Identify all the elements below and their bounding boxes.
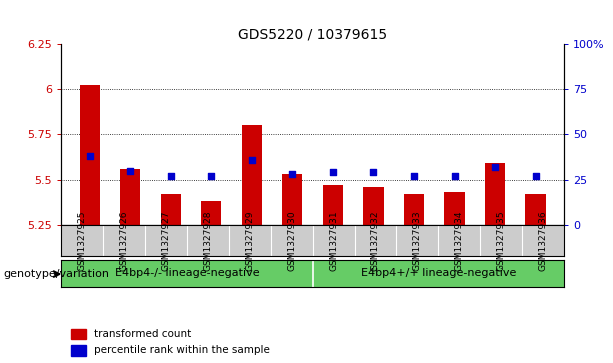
Bar [323,185,343,225]
Bar [71,329,86,339]
Point [328,170,338,175]
Text: percentile rank within the sample: percentile rank within the sample [94,345,270,355]
Point [247,157,257,163]
Bar [80,85,100,225]
Text: GSM1327929: GSM1327929 [245,210,254,271]
Point [490,164,500,170]
Bar [71,345,86,356]
Point [207,173,216,179]
Title: GDS5220 / 10379615: GDS5220 / 10379615 [238,27,387,41]
Bar [364,187,384,225]
Bar [485,163,505,225]
Point [409,173,419,179]
Text: GSM1327927: GSM1327927 [161,210,170,271]
Bar [404,194,424,225]
Bar [525,194,546,225]
Text: GSM1327933: GSM1327933 [413,210,422,271]
Text: GSM1327936: GSM1327936 [538,210,547,271]
Bar [161,194,181,225]
Text: GSM1327935: GSM1327935 [497,210,506,271]
Bar [242,125,262,225]
Bar [282,174,302,225]
Text: GSM1327931: GSM1327931 [329,210,338,271]
Text: GSM1327925: GSM1327925 [78,210,87,271]
Text: GSM1327926: GSM1327926 [120,210,129,271]
Point [85,153,94,159]
Bar [201,201,221,225]
Text: GSM1327930: GSM1327930 [287,210,296,271]
Bar [120,169,140,225]
Point [531,173,541,179]
Text: E4bp4+/+ lineage-negative: E4bp4+/+ lineage-negative [360,268,516,278]
Text: GSM1327934: GSM1327934 [455,210,464,271]
Point [125,168,135,174]
Point [166,173,176,179]
Text: transformed count: transformed count [94,329,191,339]
Point [449,173,459,179]
Text: GSM1327932: GSM1327932 [371,210,380,271]
Text: genotype/variation: genotype/variation [3,269,109,279]
Text: E4bp4-/- lineage-negative: E4bp4-/- lineage-negative [115,268,259,278]
Point [368,170,378,175]
Bar [444,192,465,225]
Text: GSM1327928: GSM1327928 [204,210,213,271]
Point [287,171,297,177]
